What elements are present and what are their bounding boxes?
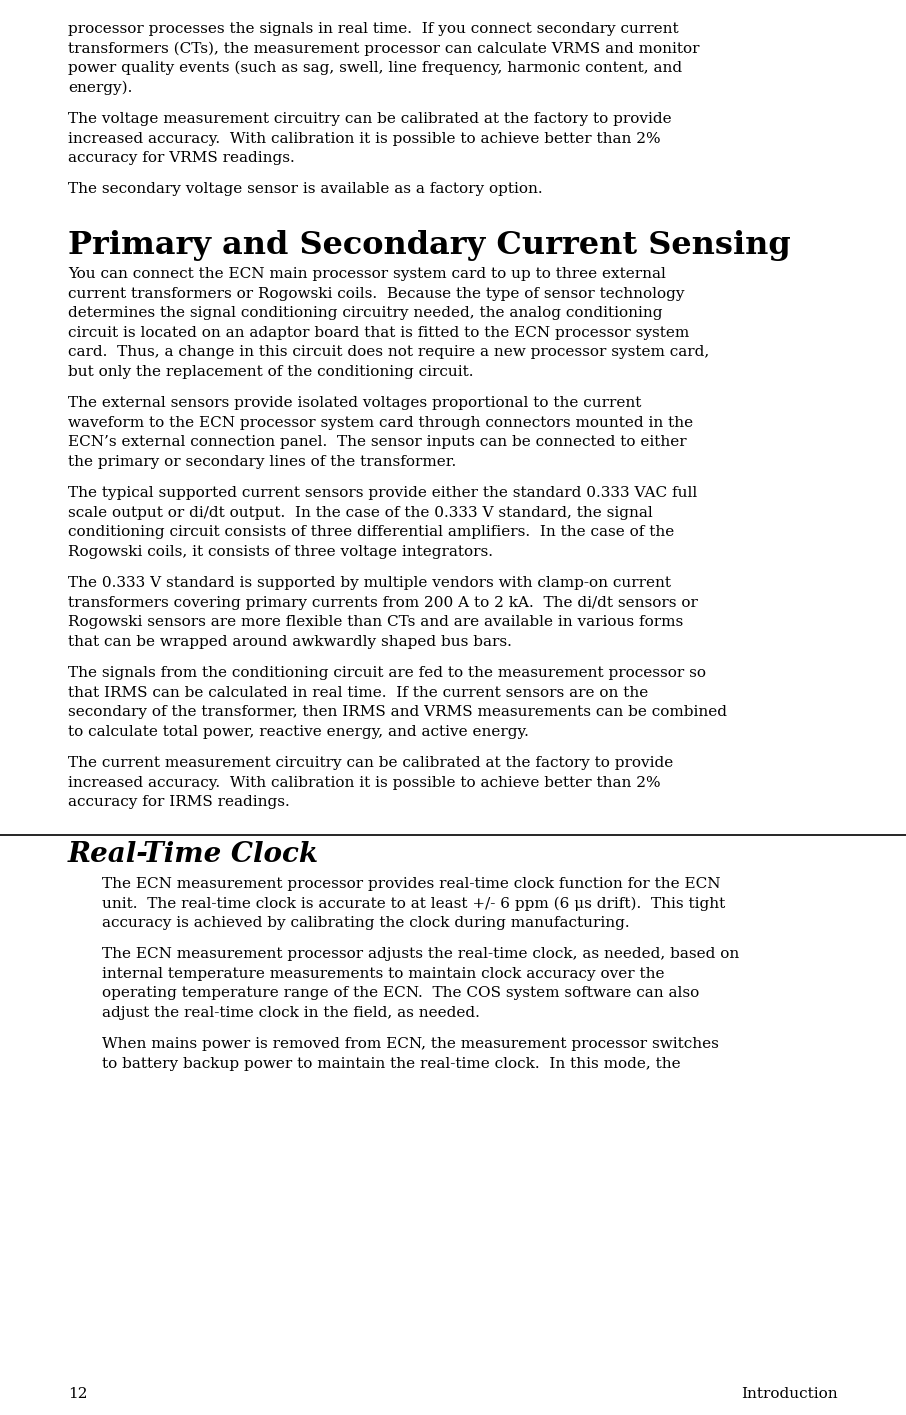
Text: accuracy for VRMS readings.: accuracy for VRMS readings.: [68, 151, 294, 166]
Text: conditioning circuit consists of three differential amplifiers.  In the case of : conditioning circuit consists of three d…: [68, 525, 674, 539]
Text: accuracy for IRMS readings.: accuracy for IRMS readings.: [68, 795, 290, 809]
Text: processor processes the signals in real time.  If you connect secondary current: processor processes the signals in real …: [68, 23, 679, 35]
Text: card.  Thus, a change in this circuit does not require a new processor system ca: card. Thus, a change in this circuit doe…: [68, 345, 709, 359]
Text: When mains power is removed from ECN, the measurement processor switches: When mains power is removed from ECN, th…: [102, 1037, 718, 1051]
Text: The voltage measurement circuitry can be calibrated at the factory to provide: The voltage measurement circuitry can be…: [68, 112, 671, 126]
Text: ECN’s external connection panel.  The sensor inputs can be connected to either: ECN’s external connection panel. The sen…: [68, 436, 687, 450]
Text: 12: 12: [68, 1387, 88, 1401]
Text: The secondary voltage sensor is available as a factory option.: The secondary voltage sensor is availabl…: [68, 183, 543, 197]
Text: Rogowski coils, it consists of three voltage integrators.: Rogowski coils, it consists of three vol…: [68, 545, 493, 559]
Text: increased accuracy.  With calibration it is possible to achieve better than 2%: increased accuracy. With calibration it …: [68, 132, 660, 146]
Text: Real-Time Clock: Real-Time Clock: [68, 841, 319, 867]
Text: internal temperature measurements to maintain clock accuracy over the: internal temperature measurements to mai…: [102, 966, 664, 981]
Text: circuit is located on an adaptor board that is fitted to the ECN processor syste: circuit is located on an adaptor board t…: [68, 325, 689, 340]
Text: The typical supported current sensors provide either the standard 0.333 VAC full: The typical supported current sensors pr…: [68, 487, 698, 501]
Text: current transformers or Rogowski coils.  Because the type of sensor technology: current transformers or Rogowski coils. …: [68, 287, 685, 301]
Text: secondary of the transformer, then IRMS and VRMS measurements can be combined: secondary of the transformer, then IRMS …: [68, 705, 727, 719]
Text: Rogowski sensors are more flexible than CTs and are available in various forms: Rogowski sensors are more flexible than …: [68, 616, 683, 630]
Text: operating temperature range of the ECN.  The COS system software can also: operating temperature range of the ECN. …: [102, 986, 699, 1000]
Text: The current measurement circuitry can be calibrated at the factory to provide: The current measurement circuitry can be…: [68, 757, 673, 770]
Text: unit.  The real-time clock is accurate to at least +/- 6 ppm (6 μs drift).  This: unit. The real-time clock is accurate to…: [102, 896, 725, 911]
Text: transformers covering primary currents from 200 A to 2 kA.  The di/dt sensors or: transformers covering primary currents f…: [68, 596, 698, 610]
Text: Primary and Secondary Current Sensing: Primary and Secondary Current Sensing: [68, 231, 791, 260]
Text: but only the replacement of the conditioning circuit.: but only the replacement of the conditio…: [68, 365, 474, 379]
Text: power quality events (such as sag, swell, line frequency, harmonic content, and: power quality events (such as sag, swell…: [68, 61, 682, 75]
Text: scale output or di/dt output.  In the case of the 0.333 V standard, the signal: scale output or di/dt output. In the cas…: [68, 505, 652, 519]
Text: that can be wrapped around awkwardly shaped bus bars.: that can be wrapped around awkwardly sha…: [68, 635, 512, 649]
Text: Introduction: Introduction: [741, 1387, 838, 1401]
Text: energy).: energy).: [68, 81, 132, 95]
Text: accuracy is achieved by calibrating the clock during manufacturing.: accuracy is achieved by calibrating the …: [102, 916, 630, 930]
Text: waveform to the ECN processor system card through connectors mounted in the: waveform to the ECN processor system car…: [68, 416, 693, 430]
Text: increased accuracy.  With calibration it is possible to achieve better than 2%: increased accuracy. With calibration it …: [68, 775, 660, 790]
Text: the primary or secondary lines of the transformer.: the primary or secondary lines of the tr…: [68, 454, 457, 468]
Text: The ECN measurement processor adjusts the real-time clock, as needed, based on: The ECN measurement processor adjusts th…: [102, 948, 739, 961]
Text: You can connect the ECN main processor system card to up to three external: You can connect the ECN main processor s…: [68, 267, 666, 282]
Text: The ECN measurement processor provides real-time clock function for the ECN: The ECN measurement processor provides r…: [102, 877, 720, 891]
Text: adjust the real-time clock in the field, as needed.: adjust the real-time clock in the field,…: [102, 1006, 480, 1020]
Text: The signals from the conditioning circuit are fed to the measurement processor s: The signals from the conditioning circui…: [68, 666, 706, 681]
Text: transformers (CTs), the measurement processor can calculate VRMS and monitor: transformers (CTs), the measurement proc…: [68, 41, 699, 55]
Text: that IRMS can be calculated in real time.  If the current sensors are on the: that IRMS can be calculated in real time…: [68, 686, 649, 700]
Text: determines the signal conditioning circuitry needed, the analog conditioning: determines the signal conditioning circu…: [68, 307, 662, 320]
Text: to battery backup power to maintain the real-time clock.  In this mode, the: to battery backup power to maintain the …: [102, 1057, 680, 1071]
Text: The external sensors provide isolated voltages proportional to the current: The external sensors provide isolated vo…: [68, 396, 641, 410]
Text: The 0.333 V standard is supported by multiple vendors with clamp-on current: The 0.333 V standard is supported by mul…: [68, 576, 671, 590]
Text: to calculate total power, reactive energy, and active energy.: to calculate total power, reactive energ…: [68, 724, 529, 739]
